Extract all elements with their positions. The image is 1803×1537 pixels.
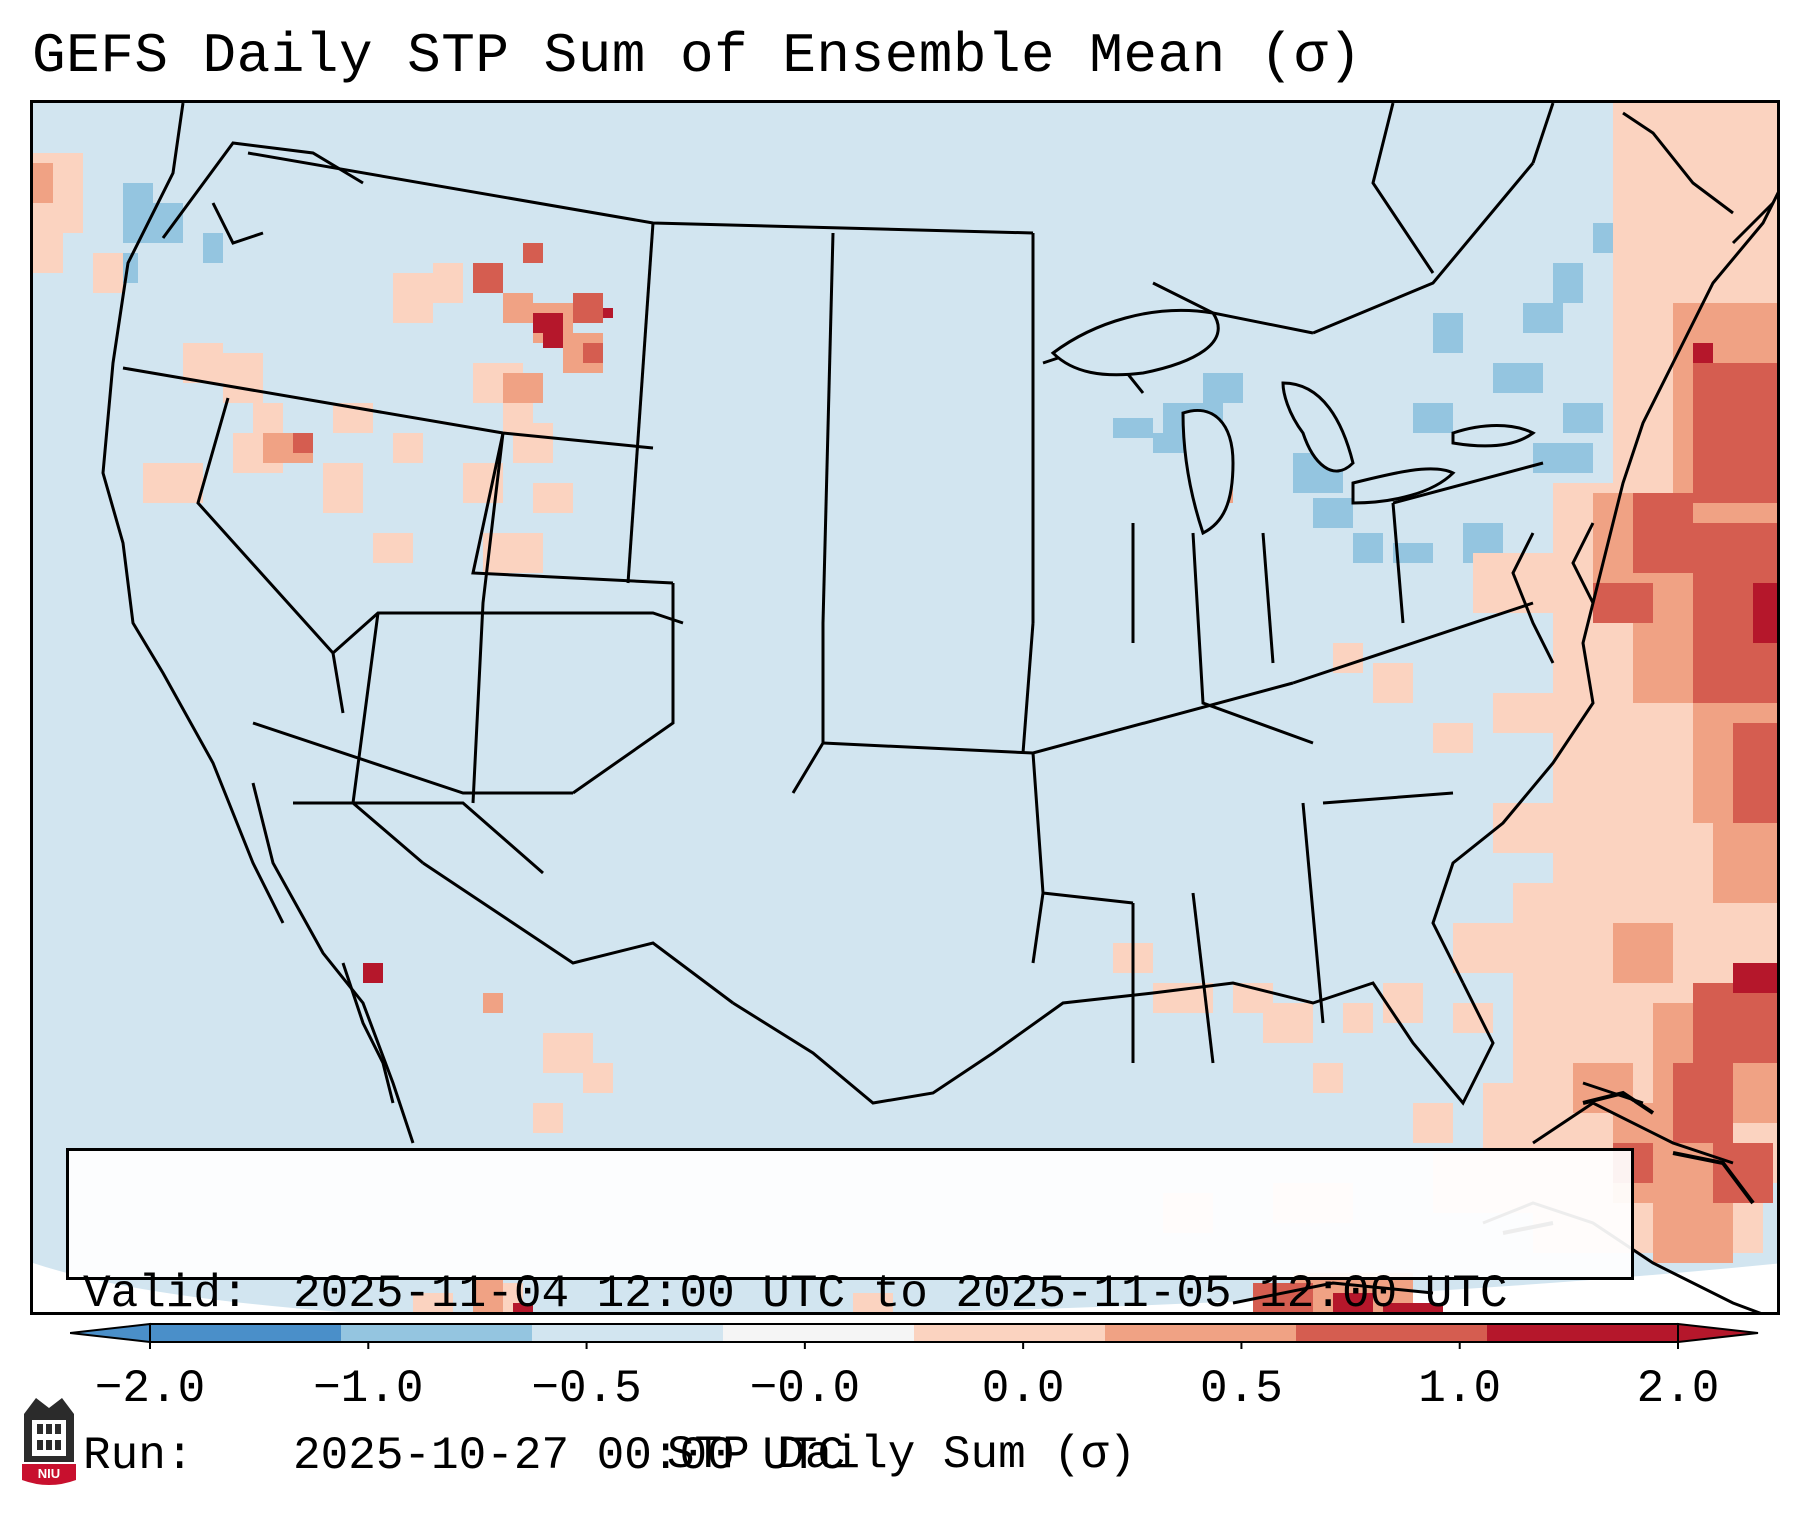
colorbar-segment (1105, 1324, 1296, 1342)
svg-text:NIU: NIU (38, 1466, 60, 1481)
valid-time-row: Valid: 2025-11-04 12:00 UTC to 2025-11-05… (83, 1267, 1617, 1321)
extreme-positive-cells (363, 308, 1777, 1312)
colorbar-ticks (149, 1342, 1679, 1349)
colorbar-tick-label: −0.5 (531, 1363, 642, 1415)
colorbar-extend-max (1677, 1322, 1759, 1344)
colorbar-tick-label: 2.0 (1636, 1363, 1720, 1415)
stp-map (33, 103, 1777, 1312)
run-key: Run: (83, 1430, 194, 1482)
valid-key: Valid: (83, 1268, 249, 1320)
colorbar-tick-label: −2.0 (94, 1363, 206, 1415)
strong-positive-cells (293, 243, 1777, 1312)
colorbar (70, 1322, 1759, 1349)
great-lakes (1050, 308, 1536, 536)
colorbar-segment (914, 1324, 1105, 1342)
valid-value: 2025-11-04 12:00 UTC to 2025-11-05 12:00… (293, 1268, 1508, 1320)
map-panel (30, 100, 1780, 1315)
colorbar-segment (341, 1324, 532, 1342)
colorbar-segment (150, 1324, 341, 1342)
colorbar-label: STP Daily Sum (σ) (666, 1429, 1137, 1481)
colorbar-extend-min (70, 1322, 151, 1344)
colorbar-tick-label: 1.0 (1418, 1363, 1502, 1415)
map-title: GEFS Daily STP Sum of Ensemble Mean (σ) (32, 24, 1363, 88)
colorbar-tick-label: 0.5 (1200, 1363, 1283, 1415)
run-time-row: Run: 2025-10-27 00:00 UTC (83, 1429, 1617, 1483)
niu-logo-icon: NIU (22, 1398, 76, 1485)
colorbar-tick-label: 0.0 (981, 1363, 1065, 1415)
valid-run-info-box: Valid: 2025-11-04 12:00 UTC to 2025-11-05… (66, 1148, 1634, 1482)
colorbar-segment (532, 1324, 723, 1342)
colorbar-segment (1296, 1324, 1487, 1342)
colorbar-outline (149, 1323, 1679, 1343)
colorbar-tick-label: −0.0 (749, 1363, 861, 1415)
run-value: 2025-10-27 00:00 UTC (293, 1430, 846, 1482)
colorbar-tick-label: −1.0 (313, 1363, 424, 1415)
colorbar-segment (1487, 1324, 1678, 1342)
colorbar-segments (70, 1322, 1759, 1344)
colorbar-segment (723, 1324, 914, 1342)
map-domain (33, 103, 1777, 1312)
